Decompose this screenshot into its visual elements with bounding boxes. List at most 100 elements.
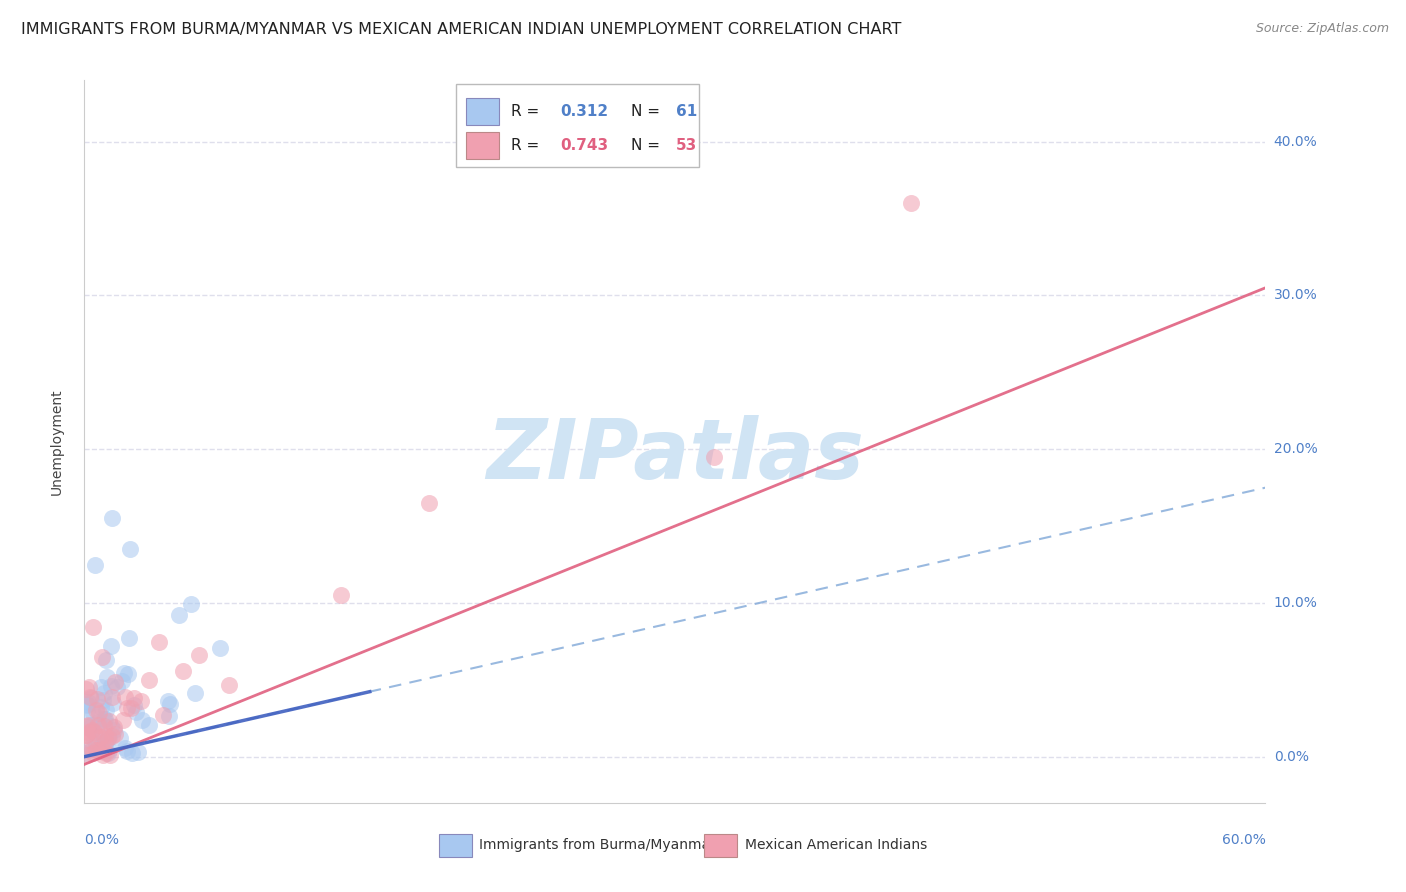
Point	[167, 607, 190, 622]
Point	[94, 703, 117, 717]
Point	[75, 728, 97, 742]
Point	[93, 712, 115, 726]
Point	[114, 690, 136, 704]
Point	[76, 748, 98, 763]
Point	[84, 558, 107, 572]
Bar	[704, 834, 738, 857]
Point	[122, 691, 145, 706]
Point	[93, 719, 115, 733]
Point	[148, 635, 170, 649]
Point	[418, 496, 440, 510]
Point	[104, 675, 127, 690]
Text: 10.0%: 10.0%	[1274, 596, 1317, 610]
Point	[98, 748, 121, 763]
Point	[101, 696, 124, 710]
Text: N =: N =	[631, 103, 665, 119]
Text: Source: ZipAtlas.com: Source: ZipAtlas.com	[1256, 22, 1389, 36]
Point	[218, 678, 240, 692]
Point	[138, 673, 160, 688]
Point	[94, 747, 117, 761]
Text: R =: R =	[510, 137, 544, 153]
Y-axis label: Unemployment: Unemployment	[49, 388, 63, 495]
Point	[86, 720, 108, 734]
FancyBboxPatch shape	[457, 84, 699, 167]
Point	[94, 713, 117, 727]
Point	[100, 511, 122, 525]
Text: 0.743: 0.743	[561, 137, 609, 153]
Text: Immigrants from Burma/Myanmar: Immigrants from Burma/Myanmar	[479, 838, 716, 853]
Point	[96, 670, 118, 684]
Point	[79, 742, 101, 756]
Point	[131, 714, 153, 728]
Point	[100, 719, 122, 733]
Point	[100, 729, 122, 743]
Point	[118, 542, 141, 557]
Point	[82, 706, 104, 720]
Point	[330, 588, 353, 602]
Point	[115, 744, 138, 758]
Point	[87, 744, 110, 758]
Point	[86, 714, 108, 729]
Point	[90, 742, 112, 756]
Bar	[465, 97, 499, 125]
Point	[87, 706, 110, 720]
Point	[86, 742, 108, 756]
Point	[90, 681, 112, 695]
Point	[91, 734, 114, 748]
Text: 40.0%: 40.0%	[1274, 135, 1317, 149]
Text: 0.312: 0.312	[561, 103, 609, 119]
Point	[77, 680, 100, 694]
Point	[75, 720, 97, 734]
Point	[97, 731, 120, 745]
Point	[75, 681, 97, 696]
Point	[100, 639, 122, 653]
Point	[75, 728, 97, 742]
Point	[98, 714, 121, 728]
Text: 30.0%: 30.0%	[1274, 288, 1317, 302]
Point	[82, 723, 104, 737]
Point	[159, 697, 181, 711]
Point	[121, 746, 143, 760]
Point	[101, 690, 124, 704]
Point	[82, 747, 104, 761]
Point	[76, 698, 98, 712]
Point	[89, 741, 111, 756]
Text: 60.0%: 60.0%	[1222, 833, 1265, 847]
Point	[76, 704, 98, 718]
Point	[118, 631, 141, 645]
Point	[103, 720, 125, 734]
Point	[157, 709, 180, 723]
Point	[187, 648, 209, 662]
Point	[91, 650, 114, 665]
Point	[84, 703, 107, 717]
Point	[100, 679, 122, 693]
Point	[703, 450, 725, 464]
Point	[104, 727, 127, 741]
Point	[82, 718, 104, 732]
Point	[94, 730, 117, 744]
Point	[117, 667, 139, 681]
Point	[86, 692, 108, 706]
Point	[111, 674, 134, 689]
Point	[94, 652, 117, 666]
Text: N =: N =	[631, 137, 665, 153]
Point	[208, 640, 231, 655]
Text: Mexican American Indians: Mexican American Indians	[745, 838, 927, 853]
Point	[89, 730, 111, 744]
Point	[157, 693, 180, 707]
Point	[77, 733, 100, 747]
Bar	[465, 132, 499, 159]
Point	[76, 695, 98, 709]
Point	[90, 700, 112, 714]
Point	[114, 740, 136, 755]
Point	[180, 597, 202, 611]
Point	[76, 719, 98, 733]
Point	[122, 698, 145, 712]
Text: IMMIGRANTS FROM BURMA/MYANMAR VS MEXICAN AMERICAN INDIAN UNEMPLOYMENT CORRELATIO: IMMIGRANTS FROM BURMA/MYANMAR VS MEXICAN…	[21, 22, 901, 37]
Point	[138, 718, 160, 732]
Point	[89, 744, 111, 758]
Text: 61: 61	[676, 103, 697, 119]
Point	[93, 685, 115, 699]
Text: ZIPatlas: ZIPatlas	[486, 416, 863, 497]
Point	[91, 748, 114, 763]
